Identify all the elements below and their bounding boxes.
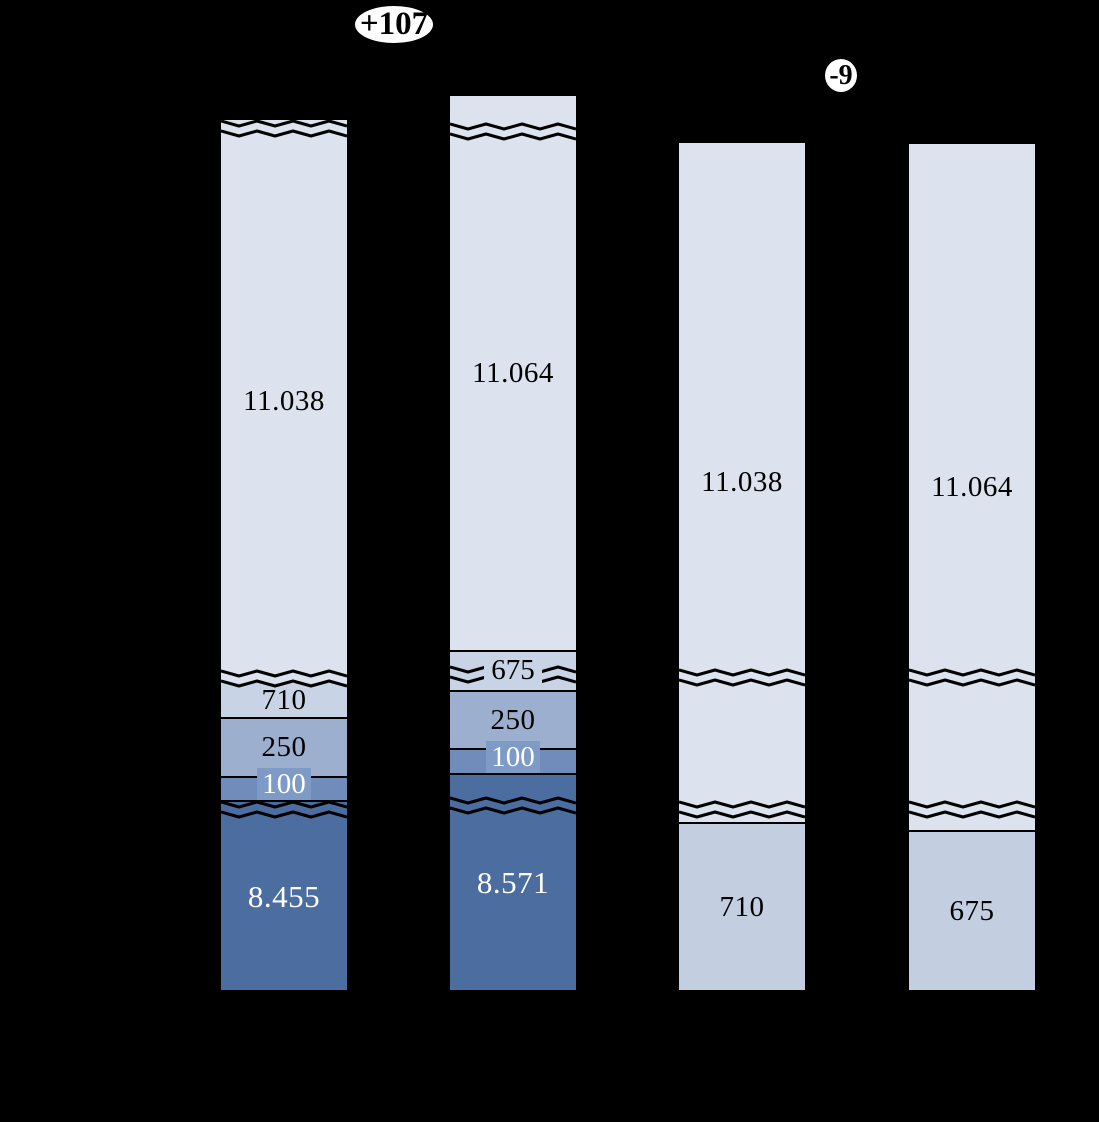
segment-label: 11.064 [931,470,1013,503]
bar2-label-chip-675: 675 [484,653,542,686]
segment-label: 11.038 [243,385,325,417]
bar3-seg-710: 710 [679,822,805,990]
segment-label: 675 [949,894,995,927]
segment-label: 8.455 [247,878,321,914]
bar4-seg-11064: 11.064 [909,144,1035,830]
bar1-label-chip-100: 100 [257,768,311,800]
segment-label: 11.064 [472,356,554,389]
bar1-seg-8455: 8.455 [221,800,347,990]
bar3-seg-11038: 11.038 [679,143,805,822]
delta-badge-left-label: +107 [359,6,429,42]
bar2-label-chip-100: 100 [486,741,540,773]
bar2-seg-250: 250 [450,690,576,748]
segment-label: 11.038 [701,466,783,498]
delta-badge-right: -9 [822,56,860,95]
segment-label: 250 [490,703,536,736]
bar4-seg-675: 675 [909,830,1035,990]
segment-label: 250 [261,731,307,763]
segment-label: 100 [262,767,306,800]
segment-label: 675 [491,653,535,686]
bar1-seg-710: 710 [221,683,347,717]
bar1-seg-250: 250 [221,717,347,776]
segment-label: 710 [719,890,765,923]
delta-badge-left: +107 [352,3,436,46]
segment-label: 100 [491,740,535,773]
segment-label: 8.571 [476,865,550,900]
segment-label: 710 [261,683,307,716]
bar2-seg-8571: 8.571 [450,773,576,990]
bar2-seg-11064: 11.064 [450,96,576,650]
bar1-seg-11038: 11.038 [221,120,347,683]
delta-badge-right-label: -9 [829,59,853,91]
